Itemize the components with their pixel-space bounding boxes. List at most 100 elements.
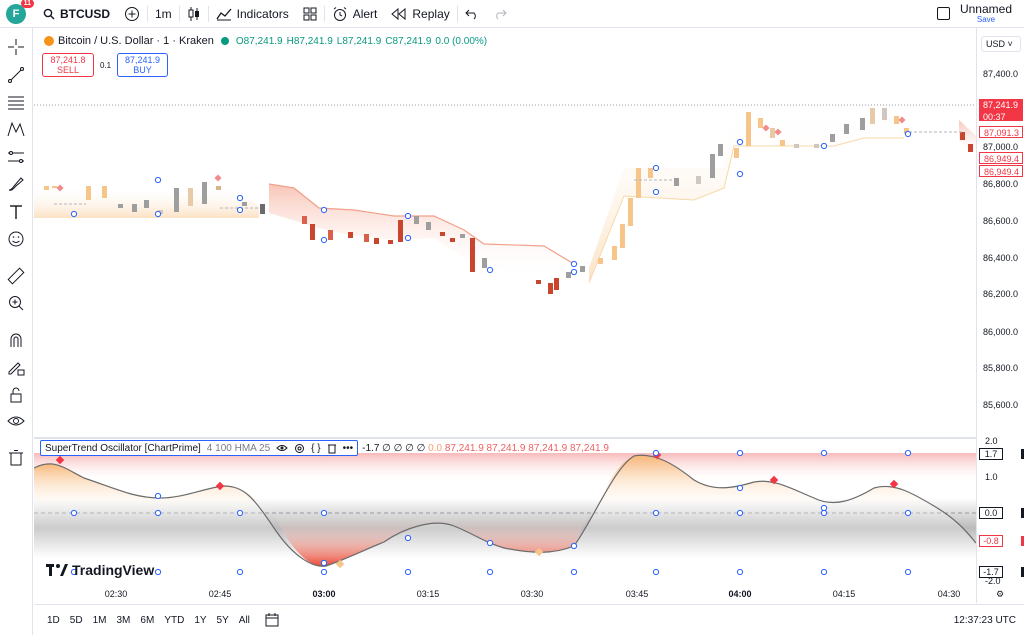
range-1d[interactable]: 1D	[47, 614, 60, 626]
chart-type-button[interactable]	[180, 0, 208, 28]
drawing-anchor[interactable]	[652, 164, 660, 172]
range-5y[interactable]: 5Y	[216, 614, 229, 626]
drawing-anchor[interactable]	[904, 568, 912, 576]
drawing-anchor[interactable]	[154, 568, 162, 576]
fib-tool[interactable]	[5, 91, 27, 113]
delete-tool[interactable]	[5, 447, 27, 469]
eye-icon[interactable]	[276, 443, 288, 453]
lock-drawings-tool[interactable]	[5, 356, 27, 378]
visibility-tool[interactable]	[5, 410, 27, 432]
drawing-anchor[interactable]	[652, 509, 660, 517]
range-ytd[interactable]: YTD	[164, 614, 185, 626]
drawing-anchor[interactable]	[486, 266, 494, 274]
drawing-anchor[interactable]	[154, 176, 162, 184]
currency-button[interactable]: USD ˅	[981, 36, 1021, 52]
drawing-anchor[interactable]	[736, 509, 744, 517]
trend-line-tool[interactable]	[5, 64, 27, 86]
trash-icon[interactable]	[327, 443, 337, 454]
drawing-anchor[interactable]	[404, 534, 412, 542]
buy-button[interactable]: 87,241.9 BUY	[117, 53, 168, 77]
range-all[interactable]: All	[238, 614, 250, 626]
layout-checkbox[interactable]	[936, 7, 950, 20]
drawing-anchor[interactable]	[820, 449, 828, 457]
drawing-anchor[interactable]	[736, 170, 744, 178]
range-6m[interactable]: 6M	[140, 614, 155, 626]
indicators-button[interactable]: Indicators	[209, 0, 296, 28]
range-1y[interactable]: 1Y	[194, 614, 207, 626]
drawing-anchor[interactable]	[652, 188, 660, 196]
magnet-tool[interactable]	[5, 329, 27, 351]
drawing-anchor[interactable]	[820, 504, 828, 512]
chart-pane[interactable]	[33, 28, 977, 603]
crosshair-tool[interactable]	[5, 36, 27, 58]
drawing-anchor[interactable]	[320, 509, 328, 517]
measure-tool[interactable]	[5, 265, 27, 287]
drawing-anchor[interactable]	[404, 212, 412, 220]
drawing-anchor[interactable]	[820, 509, 828, 517]
drawing-anchor[interactable]	[70, 568, 78, 576]
undo-button[interactable]	[458, 0, 486, 28]
drawing-anchor[interactable]	[236, 206, 244, 214]
drawing-anchor[interactable]	[736, 138, 744, 146]
range-1m[interactable]: 1M	[92, 614, 107, 626]
lock-tool[interactable]	[5, 384, 27, 406]
drawing-anchor[interactable]	[236, 194, 244, 202]
drawing-anchor[interactable]	[70, 210, 78, 218]
drawing-anchor[interactable]	[652, 449, 660, 457]
drawing-anchor[interactable]	[236, 509, 244, 517]
indicator-title-box[interactable]: SuperTrend Oscillator [ChartPrime] 4 100…	[40, 440, 359, 456]
user-avatar[interactable]: F 11	[6, 0, 34, 24]
save-label[interactable]: Save	[976, 15, 996, 24]
alert-button[interactable]: Alert	[325, 0, 385, 28]
drawing-anchor[interactable]	[320, 236, 328, 244]
drawing-anchor[interactable]	[570, 542, 578, 550]
redo-button[interactable]	[486, 0, 514, 28]
drawing-anchor[interactable]	[320, 206, 328, 214]
drawing-anchor[interactable]	[570, 268, 578, 276]
drawing-anchor[interactable]	[320, 559, 328, 567]
replay-button[interactable]: Replay	[384, 0, 456, 28]
time-axis[interactable]: 02:30 02:45 03:00 03:15 03:30 03:45 04:00 04:15…	[34, 585, 1004, 603]
zoom-tool[interactable]	[5, 292, 27, 314]
drawing-anchor[interactable]	[154, 210, 162, 218]
chart-canvas[interactable]	[33, 28, 977, 603]
text-tool[interactable]	[5, 201, 27, 223]
sell-button[interactable]: 87,241.8 SELL	[42, 53, 94, 77]
go-to-date-icon[interactable]	[265, 613, 279, 627]
drawing-anchor[interactable]	[154, 492, 162, 500]
drawing-anchor[interactable]	[486, 568, 494, 576]
drawing-anchor[interactable]	[736, 484, 744, 492]
forecast-tool[interactable]	[5, 146, 27, 168]
drawing-anchor[interactable]	[904, 449, 912, 457]
brush-tool[interactable]	[5, 173, 27, 195]
drawing-anchor[interactable]	[736, 568, 744, 576]
emoji-tool[interactable]	[5, 228, 27, 250]
drawing-anchor[interactable]	[404, 568, 412, 576]
more-icon[interactable]: •••	[342, 442, 354, 454]
drawing-anchor[interactable]	[70, 509, 78, 517]
drawing-anchor[interactable]	[652, 568, 660, 576]
drawing-anchor[interactable]	[486, 539, 494, 547]
symbol-search[interactable]: BTCUSD	[36, 0, 117, 28]
interval-button[interactable]: 1m	[155, 6, 172, 21]
drawing-anchor[interactable]	[320, 568, 328, 576]
drawing-anchor[interactable]	[904, 509, 912, 517]
range-3m[interactable]: 3M	[116, 614, 131, 626]
drawing-anchor[interactable]	[570, 568, 578, 576]
source-code-icon[interactable]: { }	[311, 442, 321, 454]
range-5d[interactable]: 5D	[69, 614, 83, 626]
drawing-anchor[interactable]	[236, 568, 244, 576]
layouts-button[interactable]	[296, 0, 324, 28]
layout-name[interactable]: Unnamed Save	[936, 3, 1012, 24]
drawing-anchor[interactable]	[404, 234, 412, 242]
drawing-anchor[interactable]	[736, 449, 744, 457]
drawing-anchor[interactable]	[570, 260, 578, 268]
price-axis[interactable]: USD ˅ 87,400.0 87,000.0 86,800.0 86,600.0 86…	[976, 28, 1024, 603]
compare-button[interactable]	[117, 0, 147, 28]
pattern-tool[interactable]	[5, 118, 27, 140]
settings-icon[interactable]	[294, 443, 305, 454]
drawing-anchor[interactable]	[154, 509, 162, 517]
drawing-anchor[interactable]	[820, 142, 828, 150]
settings-icon[interactable]: ⚙	[995, 589, 1005, 599]
utc-clock[interactable]: 12:37:23 UTC	[953, 614, 1016, 626]
